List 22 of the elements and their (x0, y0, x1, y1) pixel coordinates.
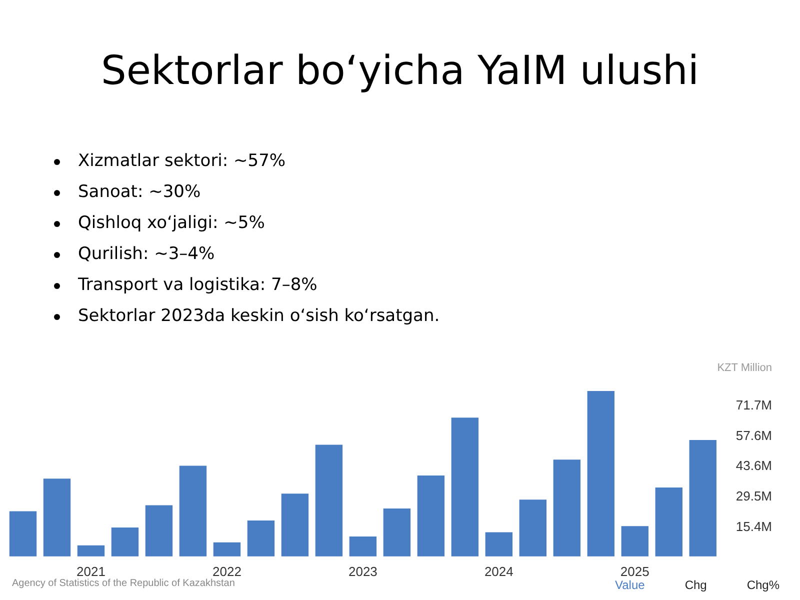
x-tick-label: 2024 (484, 564, 514, 579)
text: Xizmatlar sektori: ~57% (78, 150, 287, 173)
text: Sektorlar 2023da keskin o‘sish ko‘rsatgan. (78, 305, 440, 328)
y-axis-title: KZT Million (717, 362, 772, 374)
y-tick-label: 57.6M (736, 428, 772, 443)
x-tick-label: 2022 (212, 564, 242, 579)
x-tick-label: 2021 (76, 564, 106, 579)
text: Agency of Statistics of the Republic of Kazakhstan (12, 578, 235, 589)
chart-title: Sektorlar bo‘yicha YaIM ulushi (100, 48, 700, 94)
y-tick-label: 15.4M (736, 519, 772, 534)
text: Qurilish: ~3–4% (78, 243, 216, 266)
text: Chg (684, 578, 707, 592)
text: Sanoat: ~30% (78, 181, 202, 204)
text: Chg% (746, 578, 780, 592)
y-tick-label: 43.6M (736, 458, 772, 474)
x-tick-label: 2025 (620, 564, 650, 579)
y-tick-label: 29.5M (736, 488, 772, 504)
text: Value (615, 578, 645, 592)
y-tick-label: 71.7M (736, 398, 772, 412)
text: Qishloq xo‘jaligi: ~5% (78, 212, 266, 235)
x-tick-label: 2023 (348, 564, 378, 579)
text: Transport va logistika: 7–8% (78, 274, 318, 297)
